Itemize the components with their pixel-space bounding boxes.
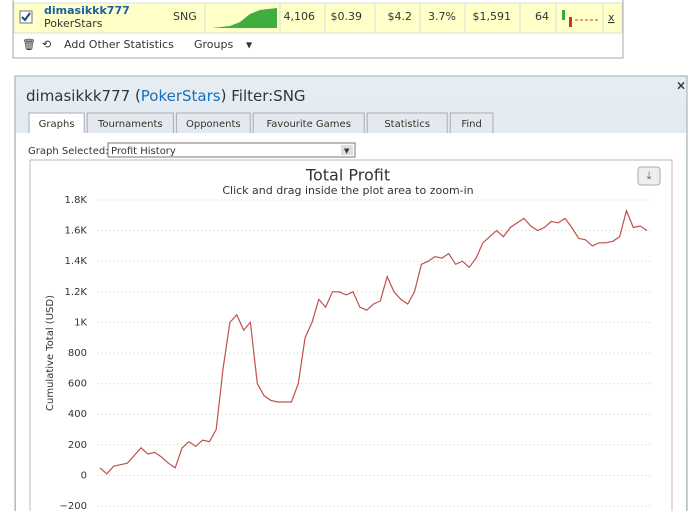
groups-arrow: ▼	[246, 41, 253, 50]
trash-icon[interactable]: 🗑	[22, 38, 36, 51]
mini-bar	[569, 17, 572, 27]
select-arrow-box	[341, 145, 353, 155]
tab-label: Graphs	[39, 119, 75, 130]
checkmark	[21, 12, 31, 22]
y-tick-label: 200	[68, 440, 87, 451]
tab-label: Tournaments	[97, 119, 163, 130]
select-arrow: ▼	[344, 147, 350, 155]
download-button[interactable]	[637, 166, 661, 186]
mini-bar	[562, 10, 565, 20]
player-link[interactable]: dimasikkk777	[44, 4, 130, 17]
sparkline	[212, 8, 277, 28]
stat-cell: $0.39	[331, 10, 363, 23]
title-player: dimasikkk777	[26, 87, 130, 105]
y-tick-label: 400	[68, 409, 87, 420]
y-tick-label: 1.2K	[65, 287, 88, 298]
add-statistics[interactable]: Add Other Statistics	[64, 38, 174, 51]
y-tick-label: 1.6K	[65, 226, 88, 237]
chart-title: Total Profit	[305, 166, 390, 185]
y-tick-label: −200	[60, 501, 87, 511]
site: PokerStars	[44, 17, 103, 30]
y-tick-label: 1.4K	[65, 256, 88, 267]
title-filter: Filter:SNG	[231, 87, 305, 105]
profit-line	[99, 208, 648, 475]
window-title: dimasikkk777 (PokerStars) Filter:SNG	[26, 87, 306, 105]
graph-select[interactable]	[107, 142, 356, 158]
y-tick-label: 0	[81, 470, 87, 481]
download-icon: ⤓	[647, 169, 652, 182]
table-row	[13, 2, 623, 34]
game: SNG	[173, 10, 197, 23]
tab-label: Favourite Games	[266, 119, 350, 130]
y-tick-label: 600	[68, 379, 87, 390]
refresh-icon[interactable]: ⟲	[42, 38, 51, 51]
close-button[interactable]: ×	[676, 79, 686, 93]
tab-label: Find	[461, 119, 482, 130]
y-tick-label: 1K	[74, 317, 87, 328]
y-axis-label: Cumulative Total (USD)	[45, 295, 56, 411]
stat-cell: 3.7%	[428, 10, 456, 23]
groups-menu[interactable]: Groups	[194, 38, 233, 51]
graph-select-value: Profit History	[111, 146, 176, 157]
stat-cell: 64	[535, 10, 549, 23]
graph-label: Graph Selected:	[28, 146, 109, 157]
stat-cell: $1,591	[473, 10, 512, 23]
tab-label: Opponents	[186, 119, 241, 130]
chart-subtitle: Click and drag inside the plot area to z…	[222, 184, 473, 197]
stat-cell: $4.2	[388, 10, 413, 23]
y-tick-label: 1.8K	[65, 195, 88, 206]
y-tick-label: 800	[68, 348, 87, 359]
chart-frame	[29, 159, 673, 515]
tab-label: Statistics	[384, 119, 430, 130]
remove-button[interactable]: x	[608, 11, 615, 24]
stat-cell: 4,106	[284, 10, 316, 23]
title-site: PokerStars	[141, 87, 221, 105]
